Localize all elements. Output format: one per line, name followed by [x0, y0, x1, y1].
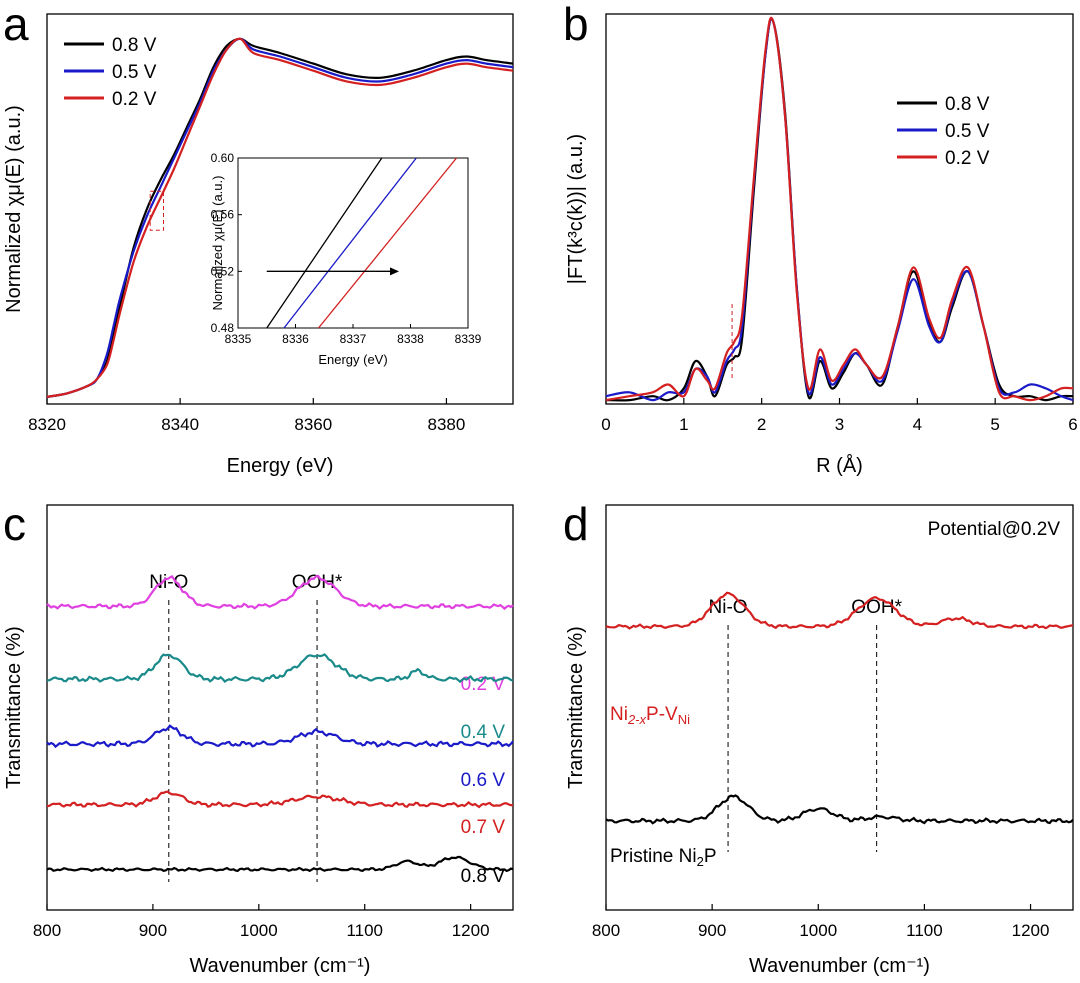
inset-xtick-label: 8338 — [397, 332, 424, 346]
panel-d-xtick-label: 1200 — [1012, 921, 1050, 940]
panel-c-series-line — [46, 790, 514, 809]
inset-xlabel: Energy (eV) — [318, 352, 387, 367]
panel-b-xtick-label: 4 — [913, 415, 922, 434]
inset-arrow-head — [390, 267, 399, 276]
inset-ytick-label: 0.60 — [211, 151, 235, 165]
panel-a-xtick-label: 8380 — [428, 415, 466, 434]
inset-ylabel: Normalized χμ(E) (a.u.) — [210, 176, 225, 311]
panel-c-xlabel: Wavenumber (cm⁻¹) — [190, 955, 371, 977]
panel-b-xtick-label: 3 — [835, 415, 844, 434]
panel-c-xtick-label: 1200 — [452, 921, 490, 940]
panel-a-frame — [46, 13, 514, 405]
panel-b-series-line — [605, 16, 1074, 402]
panel-c-series-label: 0.8 V — [461, 866, 506, 887]
inset-xtick-label: 8339 — [455, 332, 482, 346]
inset-series-line — [266, 157, 383, 329]
panel-b-xtick-label: 6 — [1068, 415, 1077, 434]
panel-d-series-label: Ni2-xP-VNi — [610, 704, 690, 727]
panel-d-frame — [605, 504, 1074, 911]
panel-b-series-line — [605, 17, 1074, 402]
panel-b-letter: b — [563, 0, 589, 50]
panel-b-frame — [605, 13, 1074, 405]
panel-c-xtick-label: 800 — [33, 921, 61, 940]
panel-a-zoom-box — [149, 190, 164, 231]
panel-c-series-line — [46, 724, 514, 749]
inset-series-line — [283, 157, 417, 329]
panel-a-legend-label: 0.5 V — [112, 62, 157, 83]
panel-b-xtick-label: 0 — [601, 415, 610, 434]
panel-a-series-line — [46, 37, 514, 398]
panel-d-xtick-label: 800 — [592, 921, 620, 940]
panel-a-xlabel: Energy (eV) — [227, 455, 334, 477]
inset-ytick-label: 0.48 — [211, 321, 235, 335]
panel-b-xtick-label: 2 — [757, 415, 766, 434]
panel-d-annotation-label: Ni-O — [709, 597, 748, 618]
panel-b-series-line — [605, 17, 1074, 402]
panel-a-series-line — [46, 37, 514, 398]
panel-d-xtick-label: 900 — [698, 921, 726, 940]
panel-a-series-line — [46, 37, 514, 398]
panel-b-legend-label: 0.5 V — [945, 121, 990, 142]
panel-a-legend-label: 0.8 V — [112, 35, 157, 56]
panel-c-series-line — [46, 574, 514, 611]
panel-c-xtick-label: 900 — [139, 921, 167, 940]
panel-b-xtick-label: 1 — [679, 415, 688, 434]
inset-xtick-label: 8336 — [282, 332, 309, 346]
panel-c-series-line — [46, 855, 514, 873]
inset-ytick-label: 0.52 — [211, 264, 235, 278]
panel-b-xlabel: R (Å) — [816, 454, 863, 477]
panel-c-series-label: 0.6 V — [461, 770, 506, 791]
panel-c-ylabel: Transmittance (%) — [3, 626, 25, 789]
panel-c-letter: c — [3, 498, 26, 550]
panel-b-ylabel: |FT(k³c(k))| (a.u.) — [565, 134, 587, 284]
panel-c-frame — [46, 504, 514, 911]
panel-b-xtick-label: 5 — [990, 415, 999, 434]
panel-c-annotation-label: OOH* — [292, 572, 343, 593]
panel-b-legend-label: 0.2 V — [945, 148, 990, 169]
panel-d-series-line — [605, 591, 1074, 630]
panel-c-annotation-label: Ni-O — [149, 572, 188, 593]
panel-c-series-label: 0.4 V — [461, 722, 506, 743]
panel-d-xtick-label: 1100 — [906, 921, 943, 940]
panel-d-ylabel: Transmittance (%) — [565, 626, 587, 789]
panel-d-series-label: Pristine Ni2P — [610, 846, 717, 869]
panel-c-xtick-label: 1100 — [346, 921, 383, 940]
inset-xtick-label: 8337 — [340, 332, 367, 346]
panel-d-letter: d — [563, 498, 589, 550]
panel-a-ylabel: Normalized χμ(E) (a.u.) — [3, 105, 25, 313]
panel-c-series-line — [46, 653, 514, 684]
panel-d-potential-note: Potential@0.2V — [928, 519, 1061, 540]
panel-b-legend-label: 0.8 V — [945, 94, 990, 115]
panel-a-xtick-label: 8340 — [161, 415, 199, 434]
panel-d-xlabel: Wavenumber (cm⁻¹) — [749, 955, 930, 977]
inset-series-line — [317, 157, 458, 329]
panel-d-series-line — [605, 794, 1074, 825]
inset-ytick-label: 0.56 — [211, 208, 235, 222]
panel-d-xtick-label: 1000 — [799, 921, 837, 940]
panel-a-xtick-label: 8360 — [294, 415, 332, 434]
panel-a-letter: a — [3, 0, 29, 50]
panel-a-legend-label: 0.2 V — [112, 89, 157, 110]
panel-a-xtick-label: 8320 — [28, 415, 66, 434]
inset-xtick-label: 8335 — [225, 332, 252, 346]
panel-c-series-label: 0.7 V — [461, 817, 506, 838]
inset-frame — [237, 157, 469, 329]
panel-c-xtick-label: 1000 — [240, 921, 278, 940]
